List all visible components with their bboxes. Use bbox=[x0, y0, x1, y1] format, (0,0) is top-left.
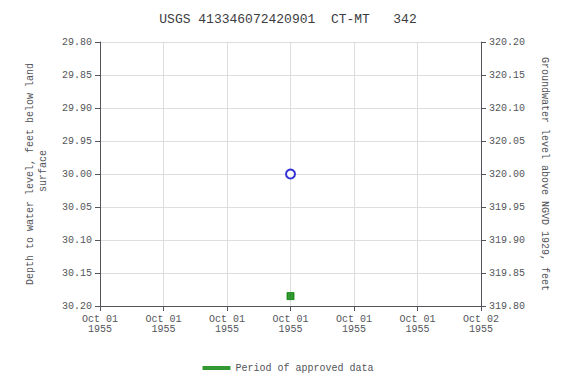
svg-text:1955: 1955 bbox=[405, 324, 429, 335]
svg-text:29.95: 29.95 bbox=[62, 136, 92, 147]
svg-text:Period of approved data: Period of approved data bbox=[235, 363, 373, 374]
svg-text:1955: 1955 bbox=[88, 324, 112, 335]
svg-text:320.05: 320.05 bbox=[489, 136, 525, 147]
svg-text:320.15: 320.15 bbox=[489, 70, 525, 81]
svg-text:1955: 1955 bbox=[215, 324, 239, 335]
svg-text:USGS 413346072420901 CT-MT: USGS 413346072420901 CT-MT 342 bbox=[159, 12, 416, 27]
svg-text:319.95: 319.95 bbox=[489, 202, 525, 213]
svg-text:319.90: 319.90 bbox=[489, 235, 525, 246]
svg-text:1955: 1955 bbox=[342, 324, 366, 335]
svg-text:Oct 02: Oct 02 bbox=[463, 313, 499, 325]
svg-text:surface: surface bbox=[38, 150, 49, 198]
svg-text:30.20: 30.20 bbox=[62, 301, 92, 312]
svg-text:29.85: 29.85 bbox=[62, 70, 92, 81]
svg-text:Oct 01: Oct 01 bbox=[209, 313, 245, 325]
svg-text:1955: 1955 bbox=[278, 324, 302, 335]
svg-text:29.90: 29.90 bbox=[62, 103, 92, 114]
svg-text:Oct 01: Oct 01 bbox=[336, 313, 372, 325]
svg-text:319.85: 319.85 bbox=[489, 268, 525, 279]
svg-text:320.20: 320.20 bbox=[489, 37, 525, 48]
svg-text:320.00: 320.00 bbox=[489, 169, 525, 180]
svg-text:Oct 01: Oct 01 bbox=[145, 313, 182, 325]
svg-text:1955: 1955 bbox=[469, 324, 493, 335]
svg-text:30.15: 30.15 bbox=[62, 268, 92, 279]
svg-text:1955: 1955 bbox=[151, 324, 175, 335]
svg-text:320.10: 320.10 bbox=[489, 103, 525, 114]
svg-text:319.80: 319.80 bbox=[489, 301, 525, 312]
svg-text:Groundwater level above NGVD 1: Groundwater level above NGVD 1929, feet bbox=[539, 57, 550, 291]
svg-text:Oct 01: Oct 01 bbox=[399, 313, 436, 325]
svg-text:30.05: 30.05 bbox=[62, 202, 92, 213]
svg-text:30.10: 30.10 bbox=[62, 235, 92, 246]
svg-text:Oct 01: Oct 01 bbox=[82, 313, 118, 325]
svg-text:29.80: 29.80 bbox=[62, 37, 92, 48]
svg-text:Oct 01: Oct 01 bbox=[272, 313, 309, 325]
svg-text:30.00: 30.00 bbox=[62, 169, 92, 180]
svg-text:Depth to water level, feet bel: Depth to water level, feet below land bbox=[25, 63, 36, 285]
